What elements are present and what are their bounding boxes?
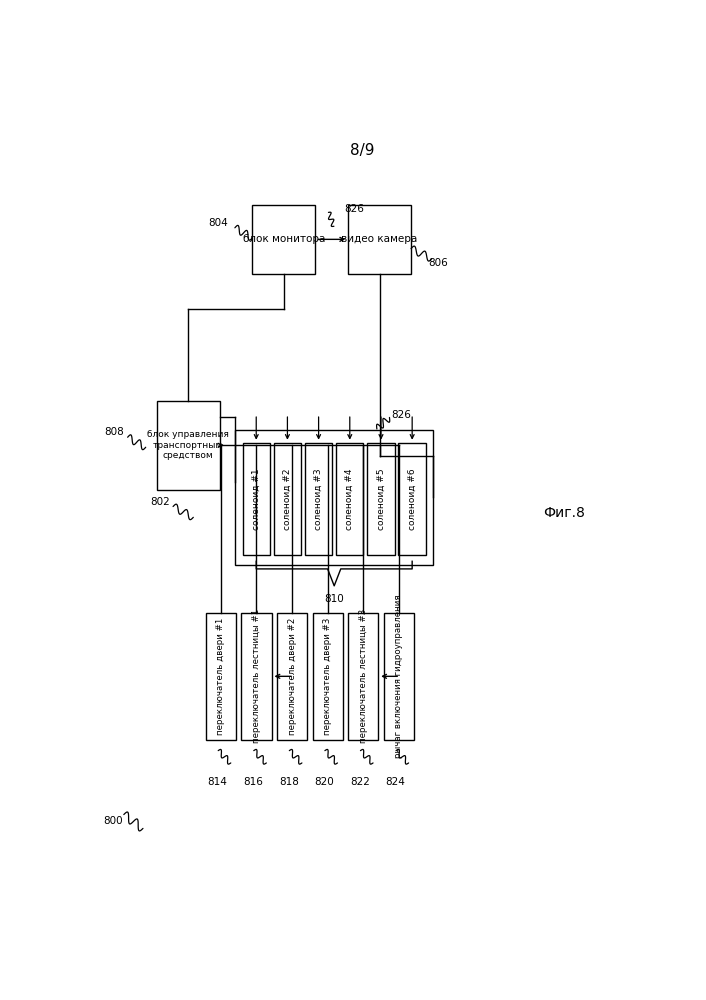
Text: соленоид #4: соленоид #4: [345, 468, 354, 530]
Bar: [157, 401, 220, 490]
Text: 800: 800: [104, 816, 124, 826]
Text: 820: 820: [314, 777, 334, 787]
Text: 818: 818: [279, 777, 299, 787]
Text: 804: 804: [208, 218, 228, 228]
Text: 810: 810: [324, 594, 344, 604]
Bar: [277, 613, 307, 740]
Bar: [384, 613, 414, 740]
Text: переключатель двери #3: переключатель двери #3: [323, 618, 332, 735]
Text: видео камера: видео камера: [342, 234, 418, 244]
Text: переключатель лестницы #3: переключатель лестницы #3: [359, 609, 368, 743]
Text: 826: 826: [344, 204, 364, 214]
Bar: [274, 443, 301, 555]
Text: блок монитора: блок монитора: [243, 234, 325, 244]
Bar: [348, 613, 378, 740]
Text: переключатель двери #1: переключатель двери #1: [217, 618, 225, 735]
Text: 824: 824: [385, 777, 405, 787]
Text: 822: 822: [350, 777, 370, 787]
Text: переключатель двери #2: переключатель двери #2: [287, 618, 297, 735]
Bar: [336, 443, 364, 555]
Text: соленоид #2: соленоид #2: [283, 468, 292, 530]
Bar: [367, 443, 395, 555]
Text: соленоид #5: соленоид #5: [376, 468, 385, 530]
Text: 808: 808: [104, 427, 124, 437]
Text: переключатель лестницы #1: переключатель лестницы #1: [252, 609, 261, 743]
Bar: [241, 613, 272, 740]
Text: блок управления
транспортным
средством: блок управления транспортным средством: [147, 430, 229, 460]
Bar: [313, 613, 342, 740]
Bar: [206, 613, 236, 740]
Text: 816: 816: [244, 777, 263, 787]
Text: соленоид #3: соленоид #3: [314, 468, 323, 530]
Bar: [305, 443, 333, 555]
Text: Фиг.8: Фиг.8: [544, 506, 585, 520]
Bar: [398, 443, 426, 555]
Text: рычаг включения гидроуправления: рычаг включения гидроуправления: [394, 595, 403, 758]
Text: 814: 814: [208, 777, 227, 787]
Bar: [348, 205, 411, 274]
Bar: [253, 205, 316, 274]
Text: 826: 826: [392, 410, 412, 420]
Text: 806: 806: [429, 258, 448, 268]
Bar: [243, 443, 270, 555]
Text: 802: 802: [150, 497, 170, 507]
Bar: [235, 430, 433, 565]
Text: 8/9: 8/9: [349, 143, 374, 158]
Text: соленоид #6: соленоид #6: [407, 468, 417, 530]
Text: соленоид #1: соленоид #1: [252, 468, 261, 530]
